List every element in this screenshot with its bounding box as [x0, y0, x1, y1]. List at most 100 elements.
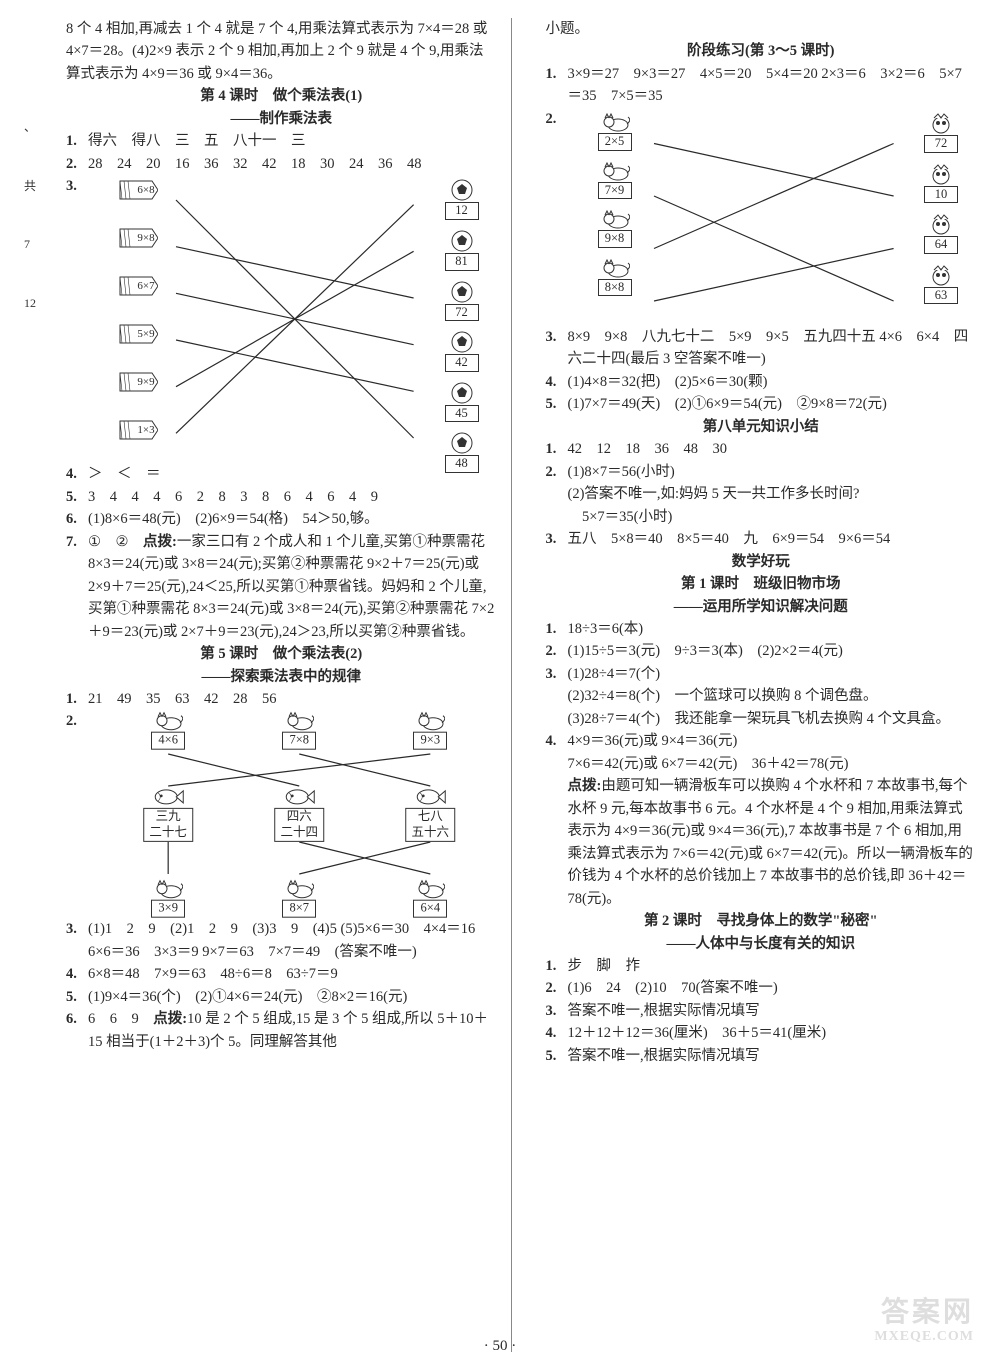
q-num: 2.	[546, 108, 568, 326]
answer-text: 42 12 18 36 48 30	[568, 438, 977, 460]
q-num	[546, 483, 568, 505]
left-column: 8 个 4 相加,再减去 1 个 4 就是 7 个 4,用乘法算式表示为 7×4…	[66, 18, 512, 1352]
unit8-title: 第八单元知识小结	[546, 416, 977, 438]
match-node: 9×3	[413, 711, 447, 750]
answer-text: ① ② 点拨:一家三口有 2 个成人和 1 个儿童,买第①种票需花 8×3＝24…	[88, 531, 497, 643]
q-num: 5.	[546, 393, 568, 415]
q-num: 5.	[66, 986, 88, 1008]
match-node: 7×8	[282, 711, 316, 750]
answer-text: 4×9＝36(元)或 9×4＝36(元)	[568, 730, 977, 752]
sec5-matching-diagram: 4×67×89×3三九 二十七四六 二十四七八 五十六3×98×76×4	[112, 714, 487, 914]
match-left-item: 9×8	[598, 209, 632, 248]
answer-text: 答案不唯一,根据实际情况填写	[568, 1045, 977, 1067]
fun-lesson1-sub: ——运用所学知识解决问题	[546, 596, 977, 618]
match-node: 4×6	[151, 711, 185, 750]
ball-icon	[451, 281, 473, 303]
answer-text: ＞ ＜ ＝	[88, 463, 497, 485]
match-right-item: 72	[445, 281, 479, 322]
owl-icon	[930, 264, 952, 286]
fish-icon	[283, 787, 315, 807]
watermark: 答案网 MXEQE.COM	[874, 1298, 974, 1344]
match-left-item: 7×9	[598, 161, 632, 200]
match-right-item: 64	[924, 213, 958, 254]
ball-icon	[451, 179, 473, 201]
answer-text: (1)4×8＝32(把) (2)5×6＝30(颗)	[568, 371, 977, 393]
answer-text: (1)8×7＝56(小时)	[568, 461, 977, 483]
match-left-item: 5×9	[118, 323, 158, 361]
answer-text: (2)32÷4＝8(个) 一个篮球可以换购 8 个调色盘。	[568, 685, 977, 707]
cat-icon	[600, 258, 630, 278]
left-edge-fragments: 、 共 7 12	[24, 18, 46, 1352]
cat-icon	[284, 711, 314, 731]
sec5-subtitle: ——探索乘法表中的规律	[66, 666, 497, 688]
owl-icon	[930, 112, 952, 134]
match-right-item: 45	[445, 382, 479, 423]
sec4-subtitle: ——制作乘法表	[66, 108, 497, 130]
q-num: 5.	[66, 486, 88, 508]
match-left-item: 8×8	[598, 258, 632, 297]
answer-text: (2)答案不唯一,如:妈妈 5 天一共工作多长时间?	[568, 483, 977, 505]
answer-text: (1)9×4＝36(个) (2)①4×6＝24(元) ②8×2＝16(元)	[88, 986, 497, 1008]
q-num: 2.	[546, 461, 568, 483]
page-number: · 50 ·	[484, 1335, 517, 1358]
answer-text: 得六 得八 三 五 八十一 三	[88, 130, 497, 152]
match-left-item: 2×5	[598, 112, 632, 151]
q-num	[546, 708, 568, 730]
match-right-item: 42	[445, 331, 479, 372]
hint-text: 点拨:由题可知一辆滑板车可以换购 4 个水杯和 7 本故事书,每个水杯 9 元,…	[568, 775, 977, 910]
answer-text: 答案不唯一,根据实际情况填写	[568, 1000, 977, 1022]
q-num: 6.	[66, 1008, 88, 1053]
match-left-item: 9×8	[118, 227, 158, 265]
q-num: 2.	[66, 710, 88, 918]
fun-lesson1-title: 第 1 课时 班级旧物市场	[546, 573, 977, 595]
ball-icon	[451, 331, 473, 353]
match-node: 3×9	[151, 879, 185, 918]
q-num: 2.	[546, 640, 568, 662]
match-left-item: 6×8	[118, 179, 158, 217]
answer-text: 7×6＝42(元)或 6×7＝42(元) 36＋42＝78(元)	[568, 753, 977, 775]
continuation-text: 小题。	[546, 18, 977, 40]
cat-icon	[284, 879, 314, 899]
right-column: 小题。 阶段练习(第 3～5 课时) 1.3×9＝27 9×3＝27 4×5＝2…	[532, 18, 977, 1352]
answer-text: 18÷3＝6(本)	[568, 618, 977, 640]
match-node: 七八 五十六	[406, 787, 456, 841]
answer-text: 12＋12＋12＝36(厘米) 36＋5＝41(厘米)	[568, 1022, 977, 1044]
q-num: 4.	[546, 1022, 568, 1044]
cat-icon	[153, 711, 183, 731]
q-num: 7.	[66, 531, 88, 643]
fish-icon	[414, 787, 446, 807]
q-num: 3.	[546, 326, 568, 371]
q-num: 4.	[66, 463, 88, 485]
q-num: 3.	[546, 1000, 568, 1022]
match-right-item: 10	[924, 163, 958, 204]
q-num: 1.	[546, 438, 568, 460]
q-num: 1.	[66, 688, 88, 710]
q-num: 2.	[546, 977, 568, 999]
q-num: 1.	[546, 955, 568, 977]
q-num: 2.	[66, 153, 88, 175]
cat-icon	[600, 161, 630, 181]
answer-text: (3)28÷7＝4(个) 我还能拿一架玩具飞机去换购 4 个文具盒。	[568, 708, 977, 730]
q-num: 6.	[66, 508, 88, 530]
answer-text: 6×8＝48 7×9＝63 48÷6＝8 63÷7＝9	[88, 963, 497, 985]
q-num: 3.	[66, 918, 88, 963]
match-right-item: 81	[445, 230, 479, 271]
answer-text: (1)7×7＝49(天) (2)①6×9＝54(元) ②9×8＝72(元)	[568, 393, 977, 415]
answer-text: 3 4 4 4 6 2 8 3 8 6 4 6 4 9	[88, 486, 497, 508]
fun-title: 数学好玩	[546, 551, 977, 573]
match-right-item: 48	[445, 432, 479, 473]
q-num: 3.	[546, 663, 568, 685]
q-num: 1.	[546, 63, 568, 108]
match-right-item: 72	[924, 112, 958, 153]
match-node: 三九 二十七	[143, 787, 193, 841]
owl-icon	[930, 163, 952, 185]
answer-text: 5×7＝35(小时)	[568, 506, 977, 528]
q-num: 4.	[546, 730, 568, 752]
ball-icon	[451, 230, 473, 252]
ball-icon	[451, 432, 473, 454]
match-right-item: 63	[924, 264, 958, 305]
match-node: 四六 二十四	[274, 787, 324, 841]
answer-text: (1)15÷5＝3(元) 9÷3＝3(本) (2)2×2＝4(元)	[568, 640, 977, 662]
sec4-matching-diagram: 6×89×86×75×99×91×3 128172424548	[118, 179, 479, 459]
owl-icon	[930, 213, 952, 235]
